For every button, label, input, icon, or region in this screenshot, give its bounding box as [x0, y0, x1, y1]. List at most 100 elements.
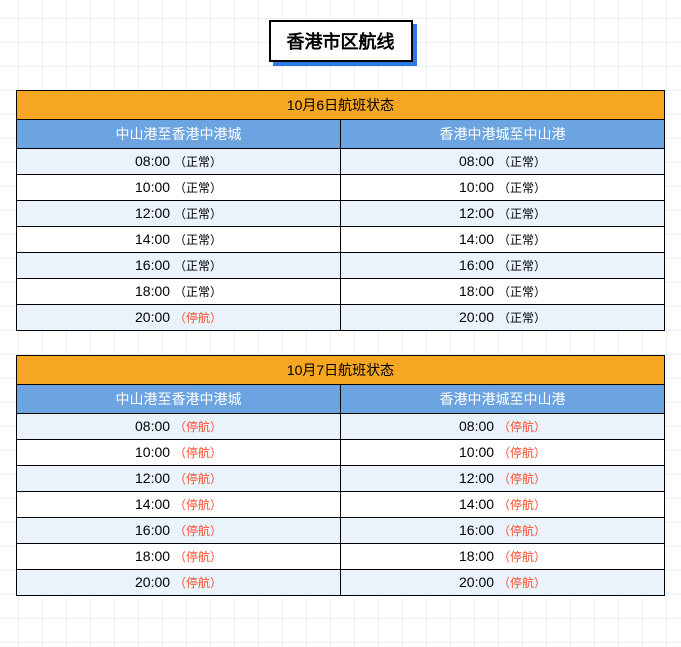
schedule-table: 10月7日航班状态中山港至香港中港城香港中港城至中山港08:00 （停航）08:… [16, 355, 665, 596]
schedule-cell: 14:00 （正常） [17, 227, 341, 253]
departure-time: 14:00 [135, 231, 170, 247]
table-row: 18:00 （停航）18:00 （停航） [17, 544, 665, 570]
schedule-cell: 18:00 （停航） [17, 544, 341, 570]
departure-time: 20:00 [135, 574, 170, 590]
tables-container: 10月6日航班状态中山港至香港中港城香港中港城至中山港08:00 （正常）08:… [12, 90, 669, 596]
table-column-header: 香港中港城至中山港 [341, 385, 665, 414]
schedule-table: 10月6日航班状态中山港至香港中港城香港中港城至中山港08:00 （正常）08:… [16, 90, 665, 331]
schedule-cell: 16:00 （停航） [17, 518, 341, 544]
status-normal: （正常） [498, 285, 546, 299]
departure-time: 12:00 [135, 205, 170, 221]
status-cancelled: （停航） [498, 446, 546, 460]
schedule-cell: 20:00 （停航） [17, 570, 341, 596]
status-cancelled: （停航） [174, 550, 222, 564]
status-cancelled: （停航） [498, 472, 546, 486]
departure-time: 10:00 [459, 179, 494, 195]
table-row: 10:00 （停航）10:00 （停航） [17, 440, 665, 466]
schedule-cell: 20:00 （停航） [341, 570, 665, 596]
schedule-cell: 08:00 （停航） [17, 414, 341, 440]
departure-time: 14:00 [459, 231, 494, 247]
schedule-cell: 10:00 （正常） [17, 175, 341, 201]
schedule-cell: 16:00 （停航） [341, 518, 665, 544]
table-column-header: 中山港至香港中港城 [17, 385, 341, 414]
departure-time: 18:00 [459, 548, 494, 564]
departure-time: 10:00 [459, 444, 494, 460]
status-cancelled: （停航） [174, 524, 222, 538]
status-cancelled: （停航） [498, 420, 546, 434]
departure-time: 20:00 [459, 574, 494, 590]
status-normal: （正常） [174, 155, 222, 169]
schedule-cell: 08:00 （停航） [341, 414, 665, 440]
status-cancelled: （停航） [174, 311, 222, 325]
status-normal: （正常） [174, 285, 222, 299]
departure-time: 20:00 [459, 309, 494, 325]
status-cancelled: （停航） [498, 524, 546, 538]
table-row: 10:00 （正常）10:00 （正常） [17, 175, 665, 201]
status-normal: （正常） [498, 233, 546, 247]
status-normal: （正常） [498, 311, 546, 325]
table-column-header: 香港中港城至中山港 [341, 120, 665, 149]
departure-time: 18:00 [135, 548, 170, 564]
table-row: 08:00 （正常）08:00 （正常） [17, 149, 665, 175]
table-row: 16:00 （正常）16:00 （正常） [17, 253, 665, 279]
departure-time: 12:00 [135, 470, 170, 486]
status-normal: （正常） [498, 155, 546, 169]
schedule-cell: 12:00 （停航） [341, 466, 665, 492]
schedule-cell: 12:00 （正常） [17, 201, 341, 227]
schedule-cell: 12:00 （正常） [341, 201, 665, 227]
departure-time: 08:00 [135, 418, 170, 434]
departure-time: 18:00 [459, 283, 494, 299]
status-cancelled: （停航） [498, 576, 546, 590]
departure-time: 16:00 [459, 522, 494, 538]
schedule-cell: 10:00 （停航） [17, 440, 341, 466]
page-title-box: 香港市区航线 [269, 20, 413, 62]
status-cancelled: （停航） [174, 472, 222, 486]
schedule-cell: 12:00 （停航） [17, 466, 341, 492]
schedule-cell: 14:00 （正常） [341, 227, 665, 253]
status-normal: （正常） [174, 181, 222, 195]
table-row: 08:00 （停航）08:00 （停航） [17, 414, 665, 440]
departure-time: 08:00 [459, 418, 494, 434]
schedule-cell: 08:00 （正常） [17, 149, 341, 175]
schedule-cell: 10:00 （停航） [341, 440, 665, 466]
departure-time: 14:00 [135, 496, 170, 512]
status-normal: （正常） [498, 181, 546, 195]
schedule-cell: 18:00 （停航） [341, 544, 665, 570]
table-row: 18:00 （正常）18:00 （正常） [17, 279, 665, 305]
schedule-cell: 10:00 （正常） [341, 175, 665, 201]
schedule-cell: 18:00 （正常） [341, 279, 665, 305]
departure-time: 08:00 [459, 153, 494, 169]
status-normal: （正常） [498, 207, 546, 221]
status-normal: （正常） [174, 233, 222, 247]
departure-time: 16:00 [135, 522, 170, 538]
departure-time: 20:00 [135, 309, 170, 325]
schedule-cell: 18:00 （正常） [17, 279, 341, 305]
table-row: 20:00 （停航）20:00 （停航） [17, 570, 665, 596]
departure-time: 16:00 [459, 257, 494, 273]
schedule-cell: 14:00 （停航） [17, 492, 341, 518]
status-cancelled: （停航） [498, 498, 546, 512]
table-row: 20:00 （停航） 20:00 （正常） [17, 305, 665, 331]
schedule-cell: 16:00 （正常） [341, 253, 665, 279]
status-cancelled: （停航） [174, 576, 222, 590]
status-cancelled: （停航） [174, 446, 222, 460]
status-cancelled: （停航） [498, 550, 546, 564]
departure-time: 16:00 [135, 257, 170, 273]
departure-time: 14:00 [459, 496, 494, 512]
departure-time: 10:00 [135, 444, 170, 460]
status-normal: （正常） [174, 207, 222, 221]
schedule-cell: 08:00 （正常） [341, 149, 665, 175]
status-cancelled: （停航） [174, 498, 222, 512]
page-title: 香港市区航线 [269, 20, 413, 62]
table-date-title: 10月6日航班状态 [17, 91, 665, 120]
departure-time: 12:00 [459, 205, 494, 221]
departure-time: 12:00 [459, 470, 494, 486]
departure-time: 10:00 [135, 179, 170, 195]
schedule-cell: 16:00 （正常） [17, 253, 341, 279]
table-row: 12:00 （停航）12:00 （停航） [17, 466, 665, 492]
table-column-header: 中山港至香港中港城 [17, 120, 341, 149]
departure-time: 08:00 [135, 153, 170, 169]
table-date-title: 10月7日航班状态 [17, 356, 665, 385]
table-row: 12:00 （正常）12:00 （正常） [17, 201, 665, 227]
schedule-cell: 20:00 （正常） [341, 305, 665, 331]
